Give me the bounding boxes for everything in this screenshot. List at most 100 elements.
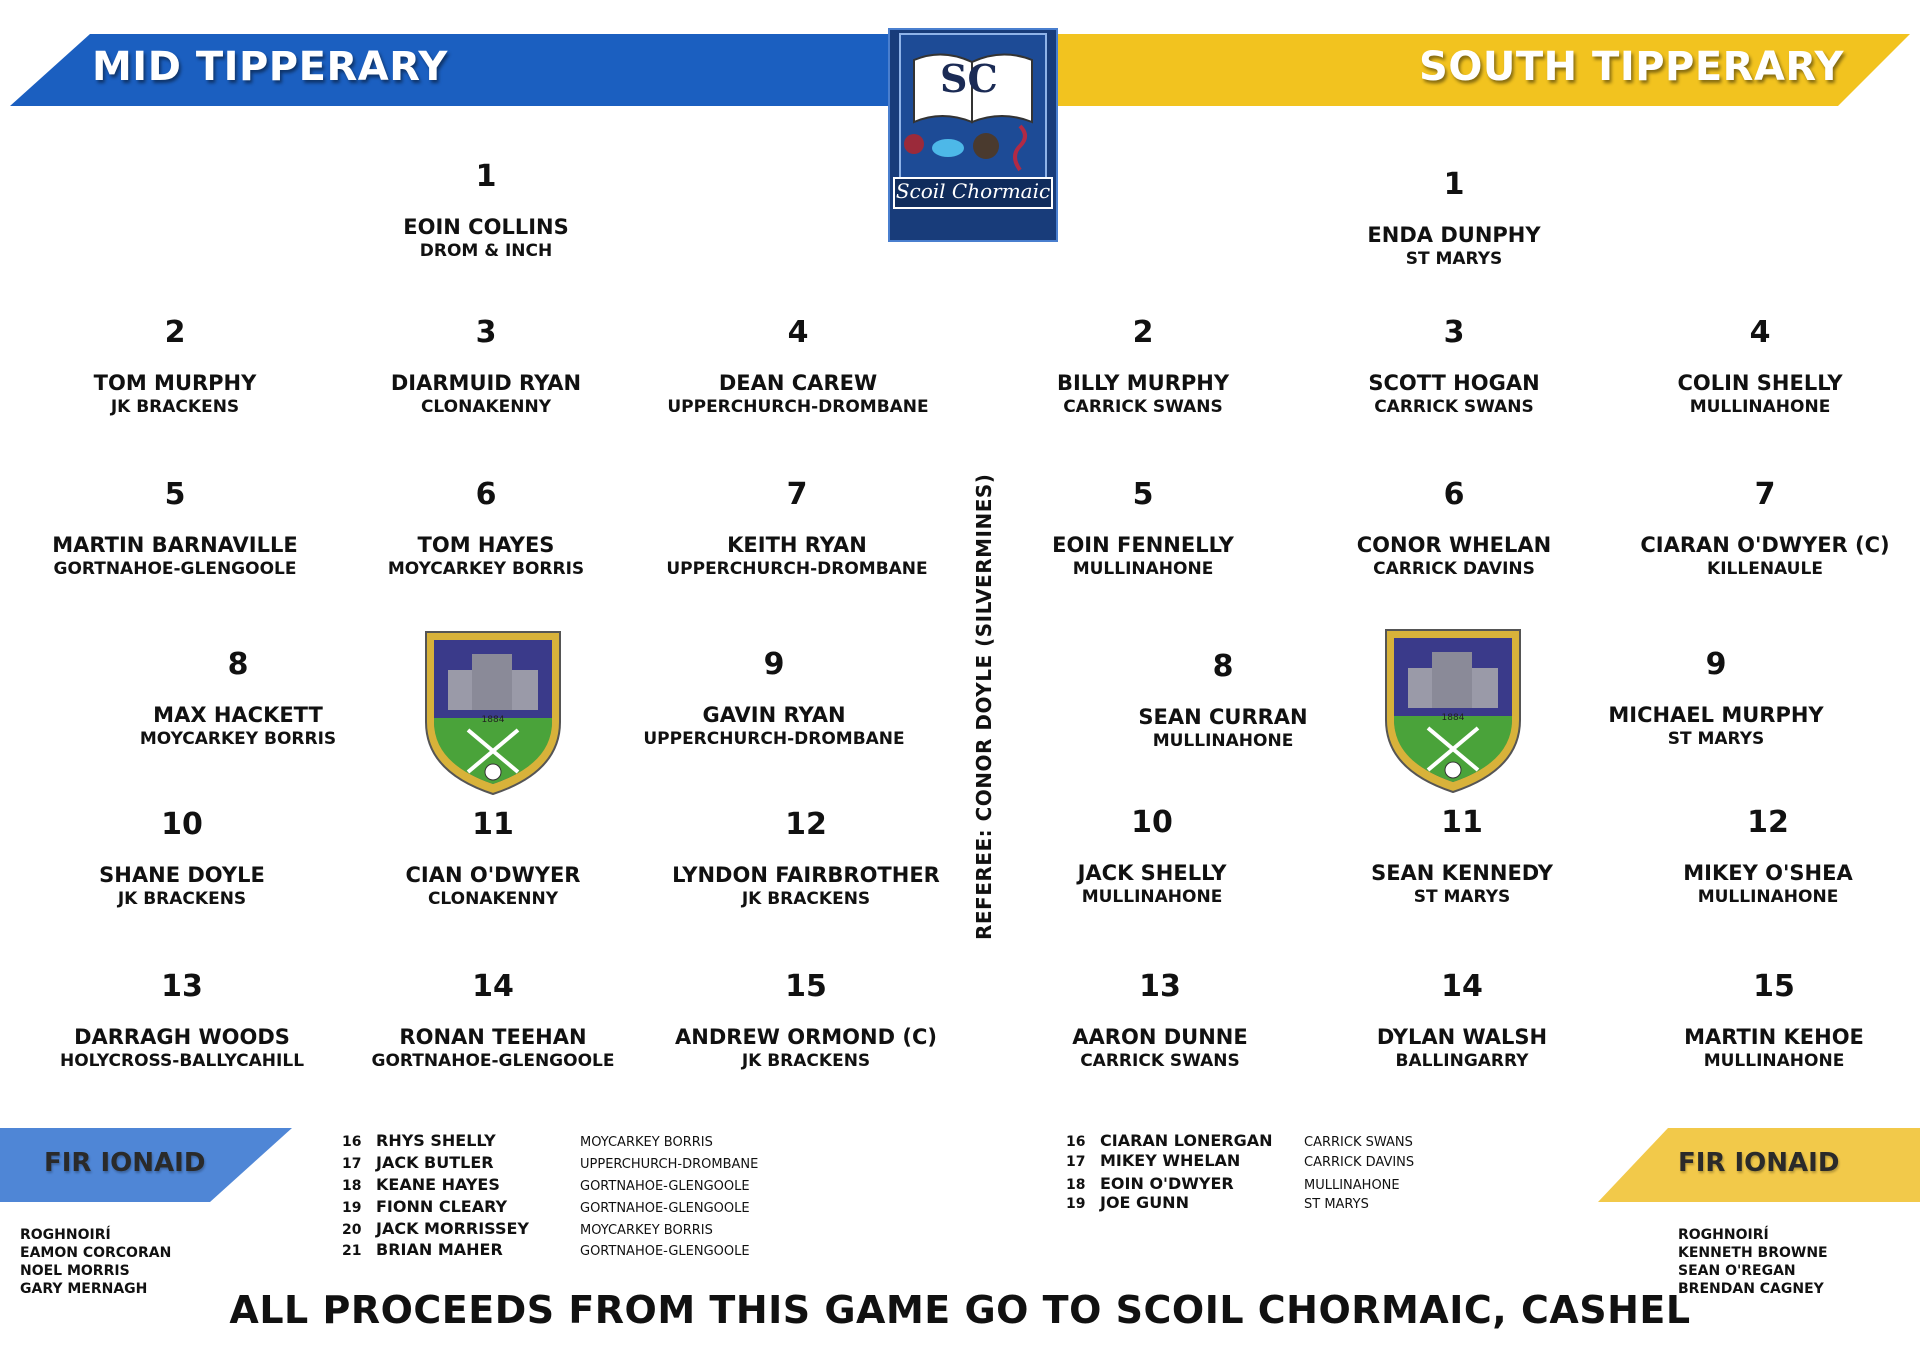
south-sub-row: 16 CIARAN LONERGAN CARRICK SWANS bbox=[1066, 1131, 1413, 1150]
footer-proceeds-text: ALL PROCEEDS FROM THIS GAME GO TO SCOIL … bbox=[229, 1288, 1691, 1332]
player-name: TOM MURPHY bbox=[93, 371, 257, 395]
sub-name: JOE GUNN bbox=[1100, 1193, 1189, 1212]
south-tipperary-banner bbox=[1058, 34, 1910, 106]
south-team-title: SOUTH TIPPERARY bbox=[1419, 44, 1844, 90]
player-club: ST MARYS bbox=[1405, 249, 1503, 269]
player-club: CARRICK SWANS bbox=[1374, 397, 1534, 417]
sub-club: GORTNAHOE-GLENGOOLE bbox=[580, 1179, 750, 1194]
south-player-11: 11 SEAN KENNEDY ST MARYS bbox=[1297, 806, 1627, 908]
sub-number: 17 bbox=[342, 1156, 362, 1172]
player-number: 9 bbox=[1705, 647, 1727, 682]
player-name: RONAN TEEHAN bbox=[399, 1025, 587, 1049]
player-number: 14 bbox=[1441, 969, 1483, 1004]
south-player-8: 8 SEAN CURRAN MULLINAHONE bbox=[1058, 650, 1388, 752]
player-club: ST MARYS bbox=[1667, 729, 1765, 749]
sub-name: RHYS SHELLY bbox=[376, 1131, 496, 1150]
mid-player-9: 9 GAVIN RYAN UPPERCHURCH-DROMBANE bbox=[609, 648, 939, 750]
selector-name: SEAN O'REGAN bbox=[1678, 1263, 1796, 1279]
selectors-title: ROGHNOIRÍ bbox=[20, 1227, 111, 1243]
mid-player-12: 12 LYNDON FAIRBROTHER JK BRACKENS bbox=[641, 808, 971, 910]
player-club: DROM & INCH bbox=[419, 241, 553, 261]
player-number: 5 bbox=[164, 477, 186, 512]
player-name: CONOR WHELAN bbox=[1356, 533, 1552, 557]
sub-name: JACK MORRISSEY bbox=[376, 1219, 530, 1238]
sub-club: UPPERCHURCH-DROMBANE bbox=[580, 1157, 759, 1172]
mid-player-10: 10 SHANE DOYLE JK BRACKENS bbox=[17, 808, 347, 910]
mid-sub-row: 17 JACK BUTLER UPPERCHURCH-DROMBANE bbox=[342, 1153, 758, 1172]
sub-number: 18 bbox=[1066, 1177, 1086, 1193]
sub-club: GORTNAHOE-GLENGOOLE bbox=[580, 1244, 750, 1259]
mid-sub-row: 20 JACK MORRISSEY MOYCARKEY BORRIS bbox=[342, 1219, 713, 1238]
player-club: GORTNAHOE-GLENGOOLE bbox=[371, 1051, 615, 1071]
mid-player-14: 14 RONAN TEEHAN GORTNAHOE-GLENGOOLE bbox=[328, 970, 658, 1072]
mid-player-7: 7 KEITH RYAN UPPERCHURCH-DROMBANE bbox=[632, 478, 962, 580]
selector-name: BRENDAN CAGNEY bbox=[1678, 1281, 1824, 1297]
player-number: 1 bbox=[475, 159, 497, 194]
sub-name: KEANE HAYES bbox=[376, 1175, 500, 1194]
selector-name: GARY MERNAGH bbox=[20, 1281, 148, 1297]
sub-name: CIARAN LONERGAN bbox=[1100, 1131, 1273, 1150]
player-name: LYNDON FAIRBROTHER bbox=[672, 863, 940, 887]
player-club: UPPERCHURCH-DROMBANE bbox=[643, 729, 905, 749]
player-club: CARRICK DAVINS bbox=[1373, 559, 1535, 579]
player-name: KEITH RYAN bbox=[727, 533, 867, 557]
open-book-icon bbox=[893, 33, 1053, 209]
mid-sub-row: 18 KEANE HAYES GORTNAHOE-GLENGOOLE bbox=[342, 1175, 750, 1194]
sub-number: 19 bbox=[342, 1200, 362, 1216]
player-number: 12 bbox=[1747, 805, 1789, 840]
player-name: TOM HAYES bbox=[417, 533, 555, 557]
crest-year: 1884 bbox=[482, 715, 505, 725]
selector-name: KENNETH BROWNE bbox=[1678, 1245, 1828, 1261]
sub-number: 19 bbox=[1066, 1196, 1086, 1212]
south-player-14: 14 DYLAN WALSH BALLINGARRY bbox=[1297, 970, 1627, 1072]
player-number: 2 bbox=[1132, 315, 1154, 350]
player-number: 7 bbox=[1754, 477, 1776, 512]
player-number: 2 bbox=[164, 315, 186, 350]
player-name: CIAN O'DWYER bbox=[405, 863, 581, 887]
selector-name: NOEL MORRIS bbox=[20, 1263, 130, 1279]
player-club: MULLINAHONE bbox=[1703, 1051, 1845, 1071]
crest-year: 1884 bbox=[1442, 713, 1465, 723]
mid-sub-row: 21 BRIAN MAHER GORTNAHOE-GLENGOOLE bbox=[342, 1240, 750, 1259]
school-logo-letters: SC bbox=[940, 56, 998, 101]
player-number: 3 bbox=[1443, 315, 1465, 350]
sub-number: 18 bbox=[342, 1178, 362, 1194]
south-player-1: 1 ENDA DUNPHY ST MARYS bbox=[1289, 168, 1619, 270]
player-name: ENDA DUNPHY bbox=[1367, 223, 1541, 247]
sub-club: GORTNAHOE-GLENGOOLE bbox=[580, 1201, 750, 1216]
mid-player-5: 5 MARTIN BARNAVILLE GORTNAHOE-GLENGOOLE bbox=[10, 478, 340, 580]
mid-player-2: 2 TOM MURPHY JK BRACKENS bbox=[10, 316, 340, 418]
player-name: CIARAN O'DWYER (C) bbox=[1640, 533, 1890, 557]
sub-club: MOYCARKEY BORRIS bbox=[580, 1135, 713, 1150]
mid-subs-title: FIR IONAID bbox=[44, 1148, 206, 1178]
sub-club: MOYCARKEY BORRIS bbox=[580, 1223, 713, 1238]
player-club: CLONAKENNY bbox=[420, 397, 552, 417]
player-number: 13 bbox=[1139, 969, 1181, 1004]
player-number: 11 bbox=[472, 807, 514, 842]
player-club: MULLINAHONE bbox=[1072, 559, 1214, 579]
player-name: COLIN SHELLY bbox=[1677, 371, 1843, 395]
sub-number: 21 bbox=[342, 1243, 362, 1259]
tipperary-crest-icon: 1884 bbox=[1385, 629, 1521, 794]
south-player-2: 2 BILLY MURPHY CARRICK SWANS bbox=[978, 316, 1308, 418]
selector-name: EAMON CORCORAN bbox=[20, 1245, 172, 1261]
player-name: MAX HACKETT bbox=[153, 703, 323, 727]
sub-name: EOIN O'DWYER bbox=[1100, 1174, 1234, 1193]
player-number: 7 bbox=[786, 477, 808, 512]
south-player-10: 10 JACK SHELLY MULLINAHONE bbox=[987, 806, 1317, 908]
south-player-12: 12 MIKEY O'SHEA MULLINAHONE bbox=[1603, 806, 1920, 908]
player-name: ANDREW ORMOND (C) bbox=[675, 1025, 937, 1049]
player-name: EOIN FENNELLY bbox=[1052, 533, 1234, 557]
player-name: BILLY MURPHY bbox=[1056, 371, 1230, 395]
tipperary-crest-icon: 1884 bbox=[425, 631, 561, 796]
mid-player-4: 4 DEAN CAREW UPPERCHURCH-DROMBANE bbox=[633, 316, 963, 418]
selectors-title: ROGHNOIRÍ bbox=[1678, 1227, 1769, 1243]
player-name: AARON DUNNE bbox=[1072, 1025, 1248, 1049]
player-club: ST MARYS bbox=[1413, 887, 1511, 907]
player-name: DARRAGH WOODS bbox=[74, 1025, 290, 1049]
player-club: GORTNAHOE-GLENGOOLE bbox=[53, 559, 297, 579]
south-player-15: 15 MARTIN KEHOE MULLINAHONE bbox=[1609, 970, 1920, 1072]
player-club: MOYCARKEY BORRIS bbox=[387, 559, 585, 579]
mid-player-11: 11 CIAN O'DWYER CLONAKENNY bbox=[328, 808, 658, 910]
player-number: 5 bbox=[1132, 477, 1154, 512]
